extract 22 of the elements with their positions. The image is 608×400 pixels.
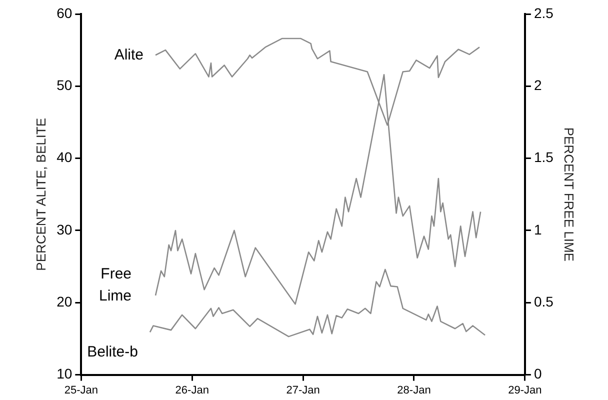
y-tick-label: 20 — [56, 294, 72, 310]
x-tick-label: 28-Jan — [397, 384, 431, 396]
y-tick-label: 40 — [56, 149, 72, 166]
y-axis-title: PERCENT ALITE, BELITE — [33, 118, 48, 271]
y-tick-label: 10 — [56, 366, 72, 382]
y2-tick-label: 2 — [534, 77, 542, 94]
y2-axis-title: PERCENT FREE LIME — [562, 127, 577, 262]
y-tick-label: 60 — [56, 4, 72, 21]
y2-tick-label: 0.5 — [534, 294, 554, 310]
x-tick-label: 29-Jan — [508, 384, 542, 396]
y2-tick-label: 2.5 — [534, 4, 554, 21]
series-label: Belite-b — [87, 343, 138, 360]
series-label: Free Lime — [99, 266, 132, 305]
x-tick-label: 26-Jan — [175, 384, 209, 396]
x-tick-label: 27-Jan — [286, 384, 320, 396]
series-label: Alite — [114, 46, 144, 64]
y-tick-label: 50 — [56, 77, 72, 94]
x-tick-label: 25-Jan — [64, 384, 98, 396]
y2-tick-label: 1.5 — [534, 149, 554, 166]
y2-tick-label: 1 — [534, 221, 542, 238]
y2-tick-label: 0 — [534, 366, 542, 382]
y-tick-label: 30 — [56, 221, 72, 238]
